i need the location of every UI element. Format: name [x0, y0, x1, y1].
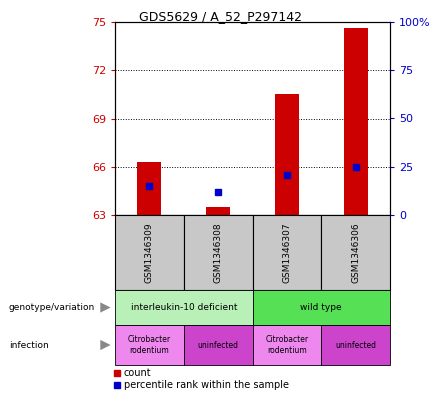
Bar [184, 215, 253, 290]
Text: GDS5629 / A_52_P297142: GDS5629 / A_52_P297142 [139, 10, 301, 23]
Polygon shape [100, 302, 110, 312]
Bar [115, 290, 253, 325]
Bar [115, 215, 184, 290]
Text: interleukin-10 deficient: interleukin-10 deficient [131, 303, 237, 312]
Bar [344, 28, 368, 215]
Bar [253, 325, 321, 365]
Text: infection: infection [9, 340, 48, 349]
Bar [253, 215, 321, 290]
Text: GSM1346306: GSM1346306 [351, 222, 360, 283]
Text: Citrobacter
rodentium: Citrobacter rodentium [265, 335, 308, 355]
Bar [184, 325, 253, 365]
Text: GSM1346309: GSM1346309 [145, 222, 154, 283]
Polygon shape [100, 340, 110, 350]
Bar [321, 215, 390, 290]
Text: GSM1346307: GSM1346307 [282, 222, 291, 283]
Bar [253, 290, 390, 325]
Bar [275, 94, 299, 215]
Bar [321, 325, 390, 365]
Text: uninfected: uninfected [335, 340, 376, 349]
Text: count: count [124, 368, 151, 378]
Text: percentile rank within the sample: percentile rank within the sample [124, 380, 289, 390]
Text: GSM1346308: GSM1346308 [214, 222, 223, 283]
Text: wild type: wild type [301, 303, 342, 312]
Text: genotype/variation: genotype/variation [9, 303, 95, 312]
Bar [137, 162, 161, 215]
Bar [115, 325, 184, 365]
Bar [206, 207, 230, 215]
Text: Citrobacter
rodentium: Citrobacter rodentium [128, 335, 171, 355]
Text: uninfected: uninfected [198, 340, 238, 349]
